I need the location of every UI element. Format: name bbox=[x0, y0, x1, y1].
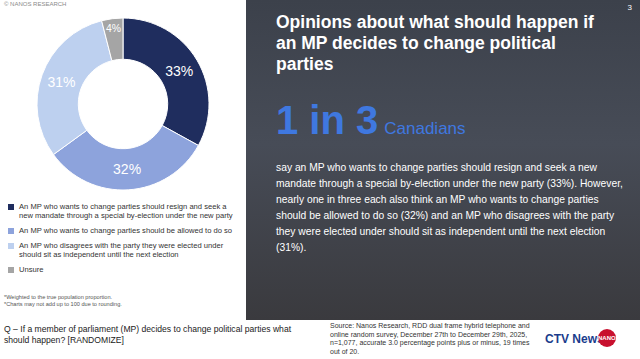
svg-text:31%: 31% bbox=[47, 74, 75, 90]
html-text:Canadians: Canadians bbox=[384, 119, 466, 138]
svg-text:4%: 4% bbox=[106, 23, 121, 34]
html-text:NANOS: NANOS bbox=[598, 335, 620, 341]
svg-text:33%: 33% bbox=[165, 63, 193, 79]
html-text:*Weighted to the true populati: *Weighted to the true population proport… bbox=[4, 294, 113, 300]
html-text:say an MP who wants to change: say an MP who wants to change parties sh… bbox=[276, 162, 623, 253]
html-text:An MP who disagrees with the p: An MP who disagrees with the party they … bbox=[19, 241, 224, 259]
html-text:CTV News: CTV News bbox=[545, 332, 604, 346]
html-text:An MP who wants to change part: An MP who wants to change parties should… bbox=[19, 202, 233, 220]
html-text:An MP who wants to change part: An MP who wants to change parties should… bbox=[19, 226, 232, 235]
html-text:3: 3 bbox=[627, 3, 632, 12]
html-text:1 in 3: 1 in 3 bbox=[276, 98, 379, 142]
html-text:Opinions about what should hap: Opinions about what should happen if an … bbox=[276, 12, 594, 74]
html-text:*Charts may not add up to 100: *Charts may not add up to 100 due to rou… bbox=[4, 301, 122, 307]
html-text:© NANOS RESEARCH: © NANOS RESEARCH bbox=[4, 1, 67, 7]
html-text:Q – If a member of parliament: Q – If a member of parliament (MP) decid… bbox=[4, 324, 292, 345]
html-text:Unsure: Unsure bbox=[19, 265, 44, 274]
html-text:Source: Nanos Research, RDD du: Source: Nanos Research, RDD dual frame h… bbox=[330, 322, 530, 355]
svg-text:32%: 32% bbox=[113, 161, 141, 177]
